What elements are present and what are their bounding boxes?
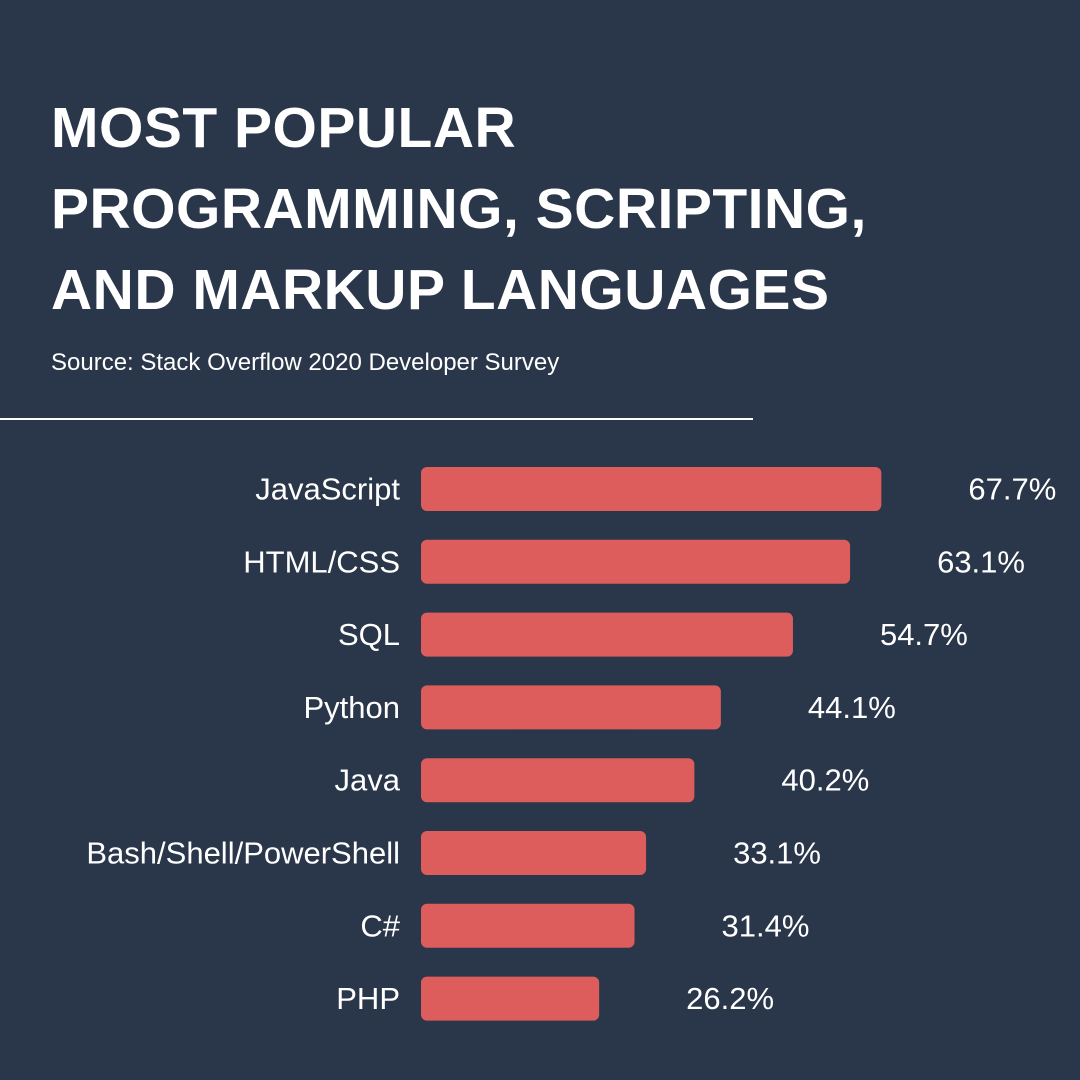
chart-title-line-1: MOST POPULAR bbox=[51, 96, 517, 160]
value-label: 33.1% bbox=[733, 836, 821, 871]
chart-subtitle: Source: Stack Overflow 2020 Developer Su… bbox=[51, 349, 560, 376]
bar-python bbox=[421, 685, 721, 730]
chart-title-line-2: PROGRAMMING, SCRIPTING, bbox=[51, 177, 867, 241]
bar-java bbox=[421, 758, 695, 803]
bar-javascript bbox=[421, 467, 882, 511]
value-label: 26.2% bbox=[686, 981, 774, 1016]
category-label: Bash/Shell/PowerShell bbox=[86, 836, 400, 871]
value-label: 54.7% bbox=[880, 617, 968, 652]
category-label: SQL bbox=[338, 617, 400, 652]
bar-php bbox=[421, 976, 600, 1021]
value-label: 67.7% bbox=[968, 472, 1056, 507]
category-label: JavaScript bbox=[255, 472, 400, 507]
chart-title-line-3: AND MARKUP LANGUAGES bbox=[51, 258, 830, 322]
value-label: 44.1% bbox=[808, 690, 896, 725]
divider-line bbox=[0, 418, 753, 420]
category-label: Python bbox=[303, 690, 400, 725]
category-label: PHP bbox=[336, 981, 400, 1016]
value-label: 31.4% bbox=[722, 908, 810, 943]
value-label: 63.1% bbox=[937, 544, 1025, 579]
category-label: HTML/CSS bbox=[243, 544, 400, 579]
category-label: Java bbox=[335, 763, 401, 798]
bar-bash-shell-powershell bbox=[421, 831, 647, 875]
value-label: 40.2% bbox=[781, 763, 869, 798]
bar-sql bbox=[421, 612, 793, 657]
bar-html-css bbox=[421, 539, 851, 584]
category-label: C# bbox=[360, 908, 400, 943]
bar-c- bbox=[421, 903, 635, 948]
